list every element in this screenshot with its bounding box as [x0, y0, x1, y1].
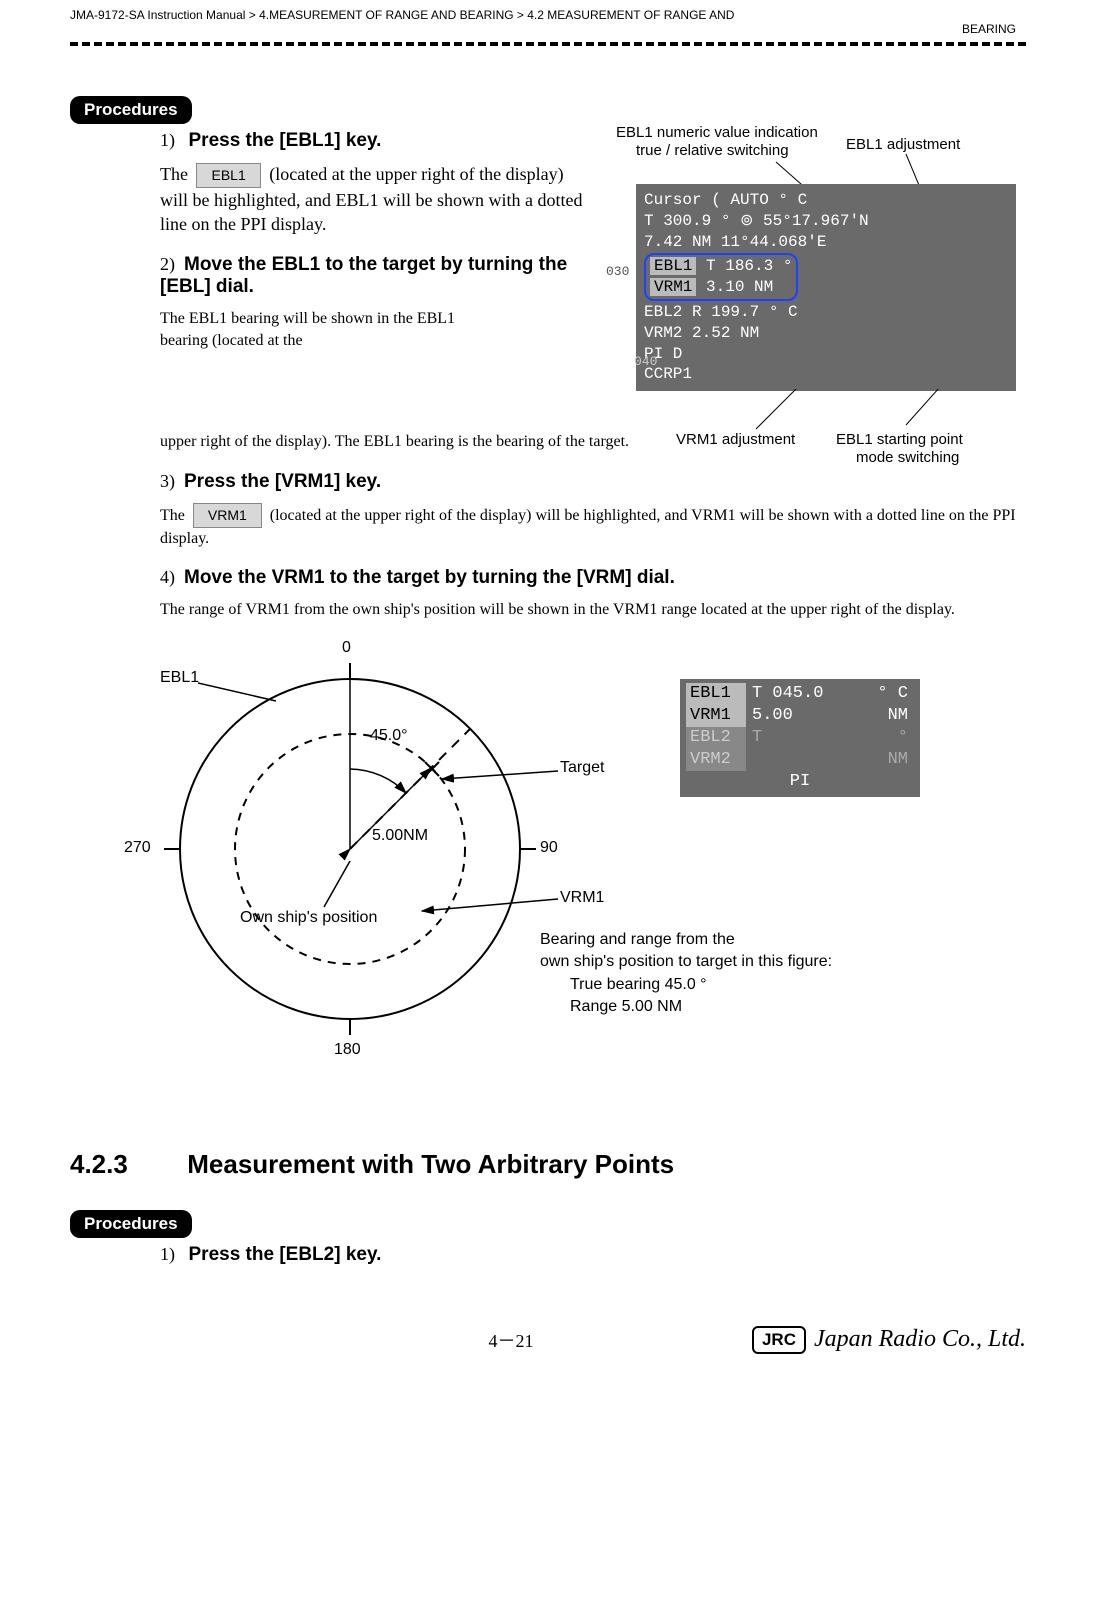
step-4-title: Move the VRM1 to the target by turning t… — [184, 567, 675, 588]
step-3-title: Press the [VRM1] key. — [184, 471, 381, 492]
annot-bot-1: VRM1 adjustment — [676, 431, 795, 448]
step-2-num: 2) — [160, 254, 175, 274]
step-423-1: 1) Press the [EBL2] key. — [160, 1244, 1026, 1266]
scr1-highlight: EBL1 T 186.3 ° VRM1 3.10 NM — [644, 253, 798, 301]
step-4: 4) Move the VRM1 to the target by turnin… — [160, 567, 1026, 589]
scr2-r5: PI — [686, 771, 914, 793]
scr1-r2: T 300.9 ° ⊚ 55°17.967'N — [644, 211, 1008, 232]
figcap-l3: True bearing 45.0 ° — [570, 974, 832, 996]
ppi-vrm1: VRM1 — [560, 889, 604, 907]
step-423-1-title: Press the [EBL2] key. — [189, 1244, 382, 1265]
step-2: 2) Move the EBL1 to the target by turnin… — [160, 254, 586, 298]
breadcrumb: JMA-9172-SA Instruction Manual > 4.MEASU… — [70, 0, 1026, 24]
scr1-r6: EBL2 R 199.7 ° C — [644, 302, 1008, 323]
figcap-l2: own ship's position to target in this fi… — [540, 951, 832, 973]
section-4-2-3-heading: 4.2.3 Measurement with Two Arbitrary Poi… — [70, 1149, 1026, 1180]
scr1-r5b: 3.10 NM — [706, 278, 773, 296]
screenshot-ebl-vrm-panel: EBL1T 045.0° C VRM15.00NM EBL2T° VRM2NM … — [680, 679, 920, 797]
vrm1-button[interactable]: VRM1 — [193, 503, 262, 528]
ppi-range: 5.00NM — [372, 827, 428, 845]
scr1-r1: Cursor ( AUTO ° C — [644, 190, 1008, 211]
scr2-r3l: EBL2 — [686, 727, 746, 749]
scr2-r1l: EBL1 — [686, 683, 746, 705]
ppi-own: Own ship's position — [240, 909, 377, 927]
ppi-90: 90 — [540, 839, 558, 857]
step-3-num: 3) — [160, 471, 175, 491]
ppi-angle: 45.0° — [370, 727, 408, 745]
step-2-para-a: The EBL1 bearing will be shown in the EB… — [160, 308, 480, 351]
scr1-side-040: 040 — [634, 354, 657, 371]
scr2-r1r2: ° C — [877, 683, 908, 705]
step-3: 3) Press the [VRM1] key. — [160, 471, 1026, 493]
scr2-r3r1: T — [752, 727, 762, 749]
screenshot-cursor-panel: Cursor ( AUTO ° C T 300.9 ° ⊚ 55°17.967'… — [636, 184, 1016, 391]
scr1-r4b: T 186.3 ° — [706, 257, 792, 275]
scr2-r3r2: ° — [898, 727, 908, 749]
section-num: 4.2.3 — [70, 1149, 180, 1180]
step-3-post: (located at the upper right of the displ… — [160, 507, 1016, 547]
step-2-title: Move the EBL1 to the target by turning t… — [160, 254, 567, 297]
step-3-para: The VRM1 (located at the upper right of … — [160, 503, 1026, 549]
ppi-0: 0 — [342, 639, 351, 657]
ppi-ebl1-label: EBL1 — [160, 669, 199, 687]
step-423-1-num: 1) — [160, 1244, 175, 1264]
header-divider — [70, 42, 1026, 46]
breadcrumb-tail: BEARING — [70, 22, 1026, 36]
step-1: 1) Press the [EBL1] key. — [160, 130, 586, 152]
scr2-r2l: VRM1 — [686, 705, 746, 727]
scr1-r3: 7.42 NM 11°44.068'E — [644, 232, 1008, 253]
scr1-r7: VRM2 2.52 NM — [644, 323, 1008, 344]
scr1-side-030: 030 — [606, 264, 636, 279]
procedures-badge-2: Procedures — [70, 1210, 192, 1238]
page-footer: 4－21 JRC Japan Radio Co., Ltd. — [70, 1326, 1026, 1354]
procedures-badge: Procedures — [70, 96, 192, 124]
figcap-l4: Range 5.00 NM — [570, 996, 832, 1018]
step-1-pre: The — [160, 164, 192, 184]
scr1-r5a: VRM1 — [650, 278, 696, 296]
annotation-diagram: EBL1 numeric value indication true / rel… — [606, 124, 1026, 445]
ppi-figure: 0 90 180 270 EBL1 45.0° 5.00NM Own ship'… — [120, 639, 980, 1099]
ppi-target: Target — [560, 759, 604, 777]
scr2-r4l: VRM2 — [686, 749, 746, 771]
scr1-r8: PI D — [644, 344, 1008, 365]
scr1-r9: CCRP1 — [644, 364, 1008, 385]
figcap-l1: Bearing and range from the — [540, 929, 832, 951]
step-1-num: 1) — [160, 130, 175, 150]
footer-logo: JRC Japan Radio Co., Ltd. — [752, 1326, 1026, 1354]
scr1-r4a: EBL1 — [650, 257, 696, 275]
scr2-r1r1: T 045.0 — [752, 683, 823, 705]
step-1-para: The EBL1 (located at the upper right of … — [160, 162, 586, 236]
annot-bot-2b: mode switching — [856, 449, 959, 466]
page-number: 4－21 — [270, 1327, 752, 1353]
ebl1-button[interactable]: EBL1 — [196, 163, 260, 188]
ppi-270: 270 — [124, 839, 151, 857]
step-1-title: Press the [EBL1] key. — [189, 130, 382, 151]
scr2-r2r1: 5.00 — [752, 705, 793, 727]
annot-bot-2: EBL1 starting point — [836, 431, 963, 448]
figure-caption: Bearing and range from the own ship's po… — [540, 929, 832, 1019]
jrc-logo-box: JRC — [752, 1326, 806, 1354]
step-4-para: The range of VRM1 from the own ship's po… — [160, 599, 1026, 621]
jrc-company: Japan Radio Co., Ltd. — [814, 1326, 1026, 1353]
step-3-pre: The — [160, 507, 189, 524]
step-4-num: 4) — [160, 567, 175, 587]
ppi-180: 180 — [334, 1041, 361, 1059]
section-title: Measurement with Two Arbitrary Points — [187, 1149, 674, 1179]
scr2-r2r2: NM — [888, 705, 908, 727]
scr2-r4r2: NM — [888, 749, 908, 771]
